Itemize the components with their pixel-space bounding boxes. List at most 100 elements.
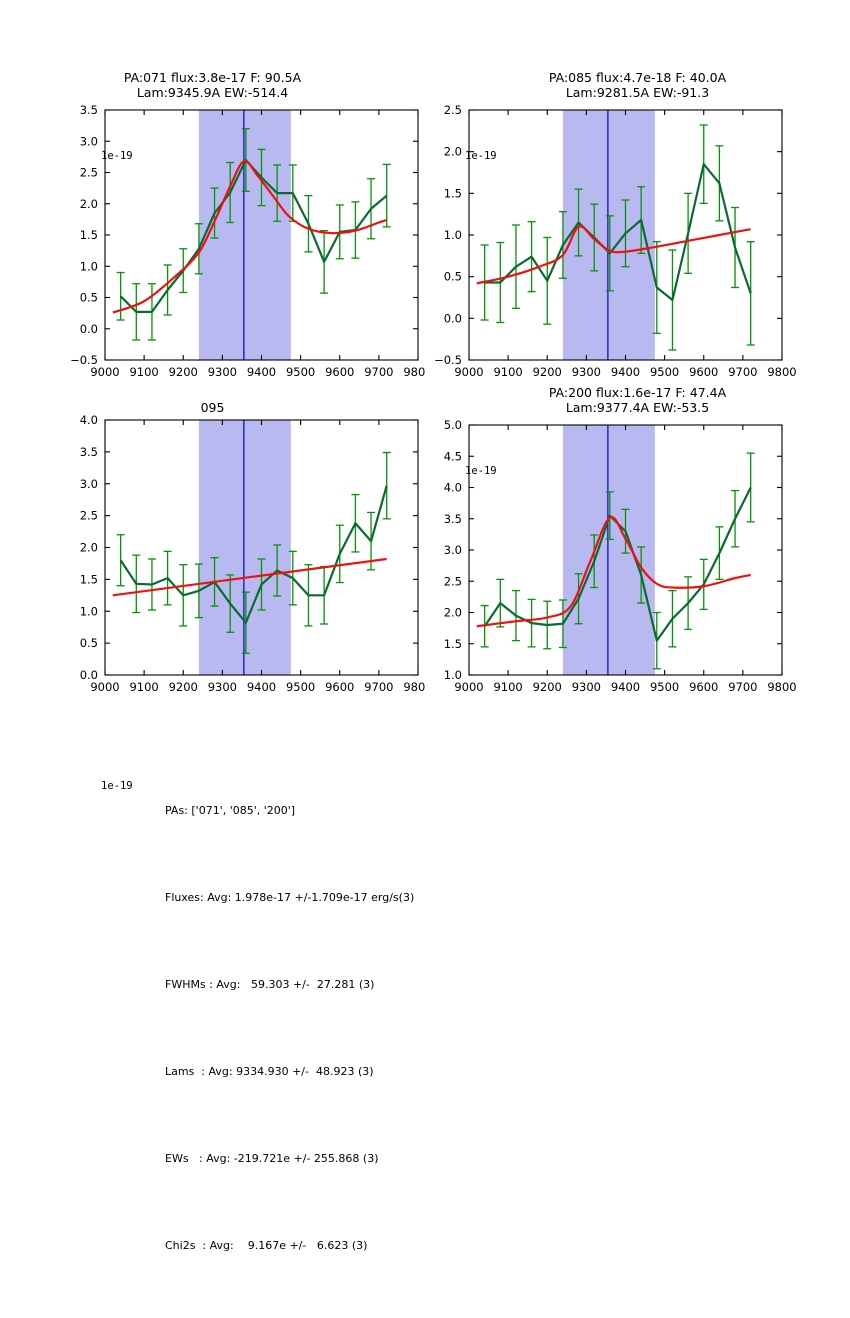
y-tick-label: 0.0 xyxy=(80,322,98,336)
x-tick-label: 9000 xyxy=(454,680,483,694)
summary-line-fwhms: FWHMs : Avg: 59.303 +/- 27.281 (3) xyxy=(165,978,375,991)
x-tick-label: 9800 xyxy=(767,365,796,379)
x-tick-label: 9700 xyxy=(364,680,393,694)
x-tick-label: 9400 xyxy=(247,680,276,694)
summary-line-chi2s: Chi2s : Avg: 9.167e +/- 6.623 (3) xyxy=(165,1239,368,1252)
y-tick-label: −0.5 xyxy=(70,353,98,367)
summary-line-lams: Lams : Avg: 9334.930 +/- 48.923 (3) xyxy=(165,1065,374,1078)
y-tick-label: 2.5 xyxy=(80,509,98,523)
panel-title-line1: PA:071 flux:3.8e-17 F: 90.5A xyxy=(123,70,302,85)
y-tick-label: 3.5 xyxy=(80,445,98,459)
y-tick-label: 1.5 xyxy=(80,228,98,242)
y-tick-label: 1.0 xyxy=(80,604,98,618)
x-tick-label: 9700 xyxy=(364,365,393,379)
summary-line-fluxes: Fluxes: Avg: 1.978e-17 +/-1.709e-17 erg/… xyxy=(165,891,415,904)
x-tick-label: 9200 xyxy=(533,365,562,379)
y-tick-label: 0.0 xyxy=(80,668,98,682)
plot-area-pa-200: 9000 9100 9200 9300 9400 9500 9600 9700 9800 1.0 1… xyxy=(444,418,797,694)
y-tick-label: 1.5 xyxy=(444,637,462,651)
y-tick-label: 4.5 xyxy=(444,449,462,463)
y-tick-label: 0.5 xyxy=(80,636,98,650)
x-tick-label: 9300 xyxy=(572,365,601,379)
model-fit-line xyxy=(112,160,388,314)
x-tick-label: 9000 xyxy=(454,365,483,379)
y-axis-offset-label: 1e-19 xyxy=(101,150,133,162)
x-tick-label: 9100 xyxy=(129,680,158,694)
y-tick-label: 0.5 xyxy=(444,270,462,284)
x-tick-label: 9100 xyxy=(129,365,158,379)
y-tick-label: 3.5 xyxy=(80,103,98,117)
y-tick-label: 0.5 xyxy=(80,291,98,305)
x-tick-label: 9400 xyxy=(611,365,640,379)
y-tick-label: 3.0 xyxy=(444,543,462,557)
x-tick-label: 9000 xyxy=(90,365,119,379)
y-tick-label: 2.0 xyxy=(80,197,98,211)
panel-title-line1: PA:085 flux:4.7e-18 F: 40.0A xyxy=(548,70,727,85)
y-tick-label: 5.0 xyxy=(444,418,462,432)
x-tick-label: 9200 xyxy=(169,680,198,694)
x-tick-label: 9500 xyxy=(650,680,679,694)
x-tick-label: 9600 xyxy=(325,365,354,379)
panel-title-line1: 095 xyxy=(200,400,225,415)
spectrum-data-line xyxy=(119,485,388,624)
summary-line-ews: EWs : Avg: -219.721e +/- 255.868 (3) xyxy=(165,1152,379,1165)
x-tick-label: 9200 xyxy=(533,680,562,694)
shaded-wavelength-span xyxy=(198,110,291,360)
spectrum-data-line xyxy=(484,163,752,302)
plot-panel-pa-200: PA:200 flux:1.6e-17 F: 47.4A Lam:9377.4A… xyxy=(425,375,850,705)
y-tick-label: 3.0 xyxy=(80,134,98,148)
y-axis-offset-label: 1e-19 xyxy=(465,150,497,162)
plot-area-pa-085: 9000 9100 9200 9300 9400 9500 9600 9700 9800 −0.5… xyxy=(434,103,797,379)
y-tick-label: 4.0 xyxy=(444,481,462,495)
shaded-wavelength-span xyxy=(562,425,655,675)
x-tick-label: 9500 xyxy=(650,365,679,379)
x-tick-label: 9300 xyxy=(208,365,237,379)
y-tick-label: 0.0 xyxy=(444,311,462,325)
x-tick-label: 9700 xyxy=(728,365,757,379)
x-tick-label: 9200 xyxy=(169,365,198,379)
x-tick-label: 9600 xyxy=(689,680,718,694)
y-tick-label: 2.0 xyxy=(444,606,462,620)
figure-canvas: PA:071 flux:3.8e-17 F: 90.5A Lam:9345.9A… xyxy=(0,60,850,1252)
x-tick-label: 9000 xyxy=(90,680,119,694)
y-tick-label: 1.0 xyxy=(444,228,462,242)
panel-title-line2: Lam:9281.5A EW:-91.3 xyxy=(565,85,710,100)
x-tick-label: 9800 xyxy=(767,680,796,694)
plot-panel-pa-071: PA:071 flux:3.8e-17 F: 90.5A Lam:9345.9A… xyxy=(0,60,425,390)
y-tick-label: 1.5 xyxy=(444,186,462,200)
model-fit-line xyxy=(112,557,387,597)
summary-line-pas: PAs: ['071', '085', '200'] xyxy=(165,804,296,817)
y-tick-label: 3.0 xyxy=(80,477,98,491)
y-tick-label: 3.5 xyxy=(444,512,462,526)
x-tick-label: 9600 xyxy=(689,365,718,379)
y-tick-label: 1.5 xyxy=(80,572,98,586)
y-tick-label: 2.0 xyxy=(80,541,98,555)
y-tick-label: 2.5 xyxy=(444,574,462,588)
x-tick-label: 9300 xyxy=(208,680,237,694)
y-tick-label: 2.5 xyxy=(80,166,98,180)
y-tick-label: 4.0 xyxy=(80,413,98,427)
plot-area-pa-071: 9000 9100 9200 9300 9400 9500 9600 9700 9800 −0.5… xyxy=(70,103,425,379)
summary-statistics-block: PAs: ['071', '085', '200'] Fluxes: Avg: … xyxy=(165,738,414,1318)
x-tick-label: 9100 xyxy=(493,365,522,379)
x-tick-label: 9600 xyxy=(325,680,354,694)
plot-panel-095: 095 1e-19 9000 9100 9200 9300 9400 9500 9600 97… xyxy=(0,375,425,792)
panel-title-line2: Lam:9345.9A EW:-514.4 xyxy=(136,85,289,100)
x-tick-label: 9100 xyxy=(493,680,522,694)
plot-panel-pa-085: PA:085 flux:4.7e-18 F: 40.0A Lam:9281.5A… xyxy=(425,60,850,390)
x-tick-label: 9500 xyxy=(286,365,315,379)
y-tick-label: −0.5 xyxy=(434,353,462,367)
panel-title-line1: PA:200 flux:1.6e-17 F: 47.4A xyxy=(548,385,727,400)
y-tick-label: 1.0 xyxy=(80,259,98,273)
y-tick-label: 1.0 xyxy=(444,668,462,682)
model-fit-line xyxy=(476,225,751,285)
x-tick-label: 9700 xyxy=(728,680,757,694)
y-tick-label: 2.5 xyxy=(444,103,462,117)
x-tick-label: 9300 xyxy=(572,680,601,694)
model-fit-line xyxy=(476,515,751,628)
x-tick-label: 9500 xyxy=(286,680,315,694)
plot-area-095: 9000 9100 9200 9300 9400 9500 9600 9700 9800 0.0 0… xyxy=(80,413,425,694)
y-tick-label: 2.0 xyxy=(444,145,462,159)
shaded-wavelength-span xyxy=(198,420,291,675)
y-axis-offset-label: 1e-19 xyxy=(101,780,133,792)
